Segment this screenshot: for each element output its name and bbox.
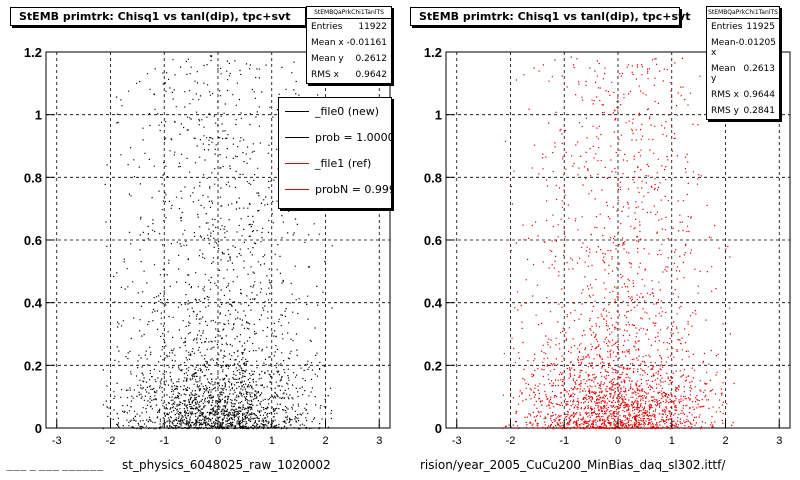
left-stats-value: 11922 bbox=[358, 22, 387, 32]
legend-line-red bbox=[285, 162, 309, 164]
scatter-points bbox=[102, 55, 335, 430]
y-tick-label: 0.2 bbox=[424, 358, 442, 373]
right-stats-label: RMS x bbox=[711, 90, 739, 100]
right-stats-label: RMS y bbox=[711, 106, 739, 116]
x-tick-label: 0 bbox=[615, 435, 621, 447]
x-tick-label: 2 bbox=[722, 435, 728, 447]
y-tick-label: 0.6 bbox=[24, 233, 42, 248]
right-stats-box: StEMBQaPrkChi1TanlTS Entries 11925 Mean … bbox=[706, 6, 780, 120]
right-stats-row-meanx: Mean x -0.01205 bbox=[707, 35, 779, 61]
x-tick-label: -1 bbox=[159, 435, 169, 447]
footer-text: ——— — ——— —————— bbox=[6, 466, 104, 474]
left-stats-row-entries: Entries 11922 bbox=[307, 19, 391, 35]
legend-label: prob = 1.000000 bbox=[315, 130, 391, 144]
x-tick-label: -2 bbox=[506, 435, 516, 447]
right-stats-header: StEMBQaPrkChi1TanlTS bbox=[707, 7, 779, 19]
right-stats-value: 11925 bbox=[746, 22, 775, 32]
left-stats-value: 0.2612 bbox=[355, 54, 388, 64]
right-stats-label: Mean x bbox=[711, 38, 736, 58]
right-plot-title: StEMB primtrk: Chisq1 vs tanl(dip), tpc+… bbox=[410, 7, 690, 26]
right-stats-value: -0.01205 bbox=[735, 38, 776, 48]
left-stats-label: RMS x bbox=[311, 70, 339, 80]
x-tick-label: 2 bbox=[322, 435, 328, 447]
legend-box: _file0 (new) prob = 1.000000 _file1 (ref… bbox=[278, 97, 392, 209]
y-tick-label: 1.2 bbox=[24, 45, 42, 60]
left-bottom-label: st_physics_6048025_raw_1020002 bbox=[122, 458, 331, 472]
scatter-series bbox=[102, 55, 335, 430]
left-plot-title-text: StEMB primtrk: Chisq1 vs tanl(dip), tpc+… bbox=[19, 10, 291, 23]
left-stats-box: StEMBQaPrkChi1TanlTS Entries 11922 Mean … bbox=[306, 6, 392, 84]
y-tick-label: 1 bbox=[435, 108, 442, 123]
x-tick-label: 3 bbox=[776, 435, 782, 447]
x-tick-label: 0 bbox=[215, 435, 221, 447]
right-stats-row-rmsy: RMS y 0.2841 bbox=[707, 103, 779, 119]
legend-label: _file1 (ref) bbox=[315, 156, 372, 170]
x-tick-label: 1 bbox=[269, 435, 275, 447]
right-plot-title-text: StEMB primtrk: Chisq1 vs tanl(dip), tpc+… bbox=[419, 10, 691, 23]
x-tick-label: 3 bbox=[376, 435, 382, 447]
y-tick-label: 1 bbox=[35, 108, 42, 123]
x-tick-label: -3 bbox=[452, 435, 462, 447]
left-stats-value: 0.9642 bbox=[355, 70, 388, 80]
legend-entry-probn: probN = 0.99987 bbox=[279, 176, 391, 202]
left-stats-header: StEMBQaPrkChi1TanlTS bbox=[307, 7, 391, 19]
x-tick-label: 1 bbox=[669, 435, 675, 447]
right-stats-value: 0.9644 bbox=[743, 90, 776, 100]
legend-entry-file1: _file1 (ref) bbox=[279, 150, 391, 176]
y-tick-label: 0 bbox=[35, 421, 42, 436]
y-tick-label: 0.4 bbox=[24, 296, 43, 311]
x-tick-label: -1 bbox=[559, 435, 569, 447]
right-stats-label: Entries bbox=[711, 22, 743, 32]
y-tick-label: 0.4 bbox=[424, 296, 443, 311]
y-tick-label: 0.6 bbox=[424, 233, 442, 248]
y-tick-label: 0.8 bbox=[424, 170, 442, 185]
left-stats-row-rmsx: RMS x 0.9642 bbox=[307, 67, 391, 83]
x-tick-label: -3 bbox=[52, 435, 62, 447]
x-tick-label: -2 bbox=[106, 435, 116, 447]
legend-label: probN = 0.99987 bbox=[315, 182, 391, 196]
left-stats-label: Mean x bbox=[311, 38, 344, 48]
legend-label: _file0 (new) bbox=[315, 104, 380, 118]
legend-entry-prob: prob = 1.000000 bbox=[279, 124, 391, 150]
right-bottom-label: rision/year_2005_CuCu200_MinBias_daq_sl3… bbox=[420, 458, 726, 472]
left-stats-label: Mean y bbox=[311, 54, 344, 64]
right-stats-row-meany: Mean y 0.2613 bbox=[707, 61, 779, 87]
left-stats-row-meanx: Mean x -0.01161 bbox=[307, 35, 391, 51]
y-tick-label: 1.2 bbox=[424, 45, 442, 60]
right-stats-row-entries: Entries 11925 bbox=[707, 19, 779, 35]
legend-line-black bbox=[285, 136, 309, 138]
right-stats-value: 0.2841 bbox=[743, 106, 776, 116]
left-stats-row-meany: Mean y 0.2612 bbox=[307, 51, 391, 67]
y-tick-label: 0 bbox=[435, 421, 442, 436]
legend-line-black bbox=[285, 110, 309, 112]
right-stats-row-rmsx: RMS x 0.9644 bbox=[707, 87, 779, 103]
right-stats-value: 0.2613 bbox=[743, 64, 776, 74]
left-plot-title: StEMB primtrk: Chisq1 vs tanl(dip), tpc+… bbox=[10, 7, 306, 26]
left-stats-label: Entries bbox=[311, 22, 343, 32]
y-tick-label: 0.8 bbox=[24, 170, 42, 185]
right-stats-label: Mean y bbox=[711, 64, 736, 84]
left-stats-value: -0.01161 bbox=[346, 38, 387, 48]
y-tick-label: 0.2 bbox=[24, 358, 42, 373]
legend-line-red bbox=[285, 188, 309, 190]
legend-entry-file0: _file0 (new) bbox=[279, 98, 391, 124]
